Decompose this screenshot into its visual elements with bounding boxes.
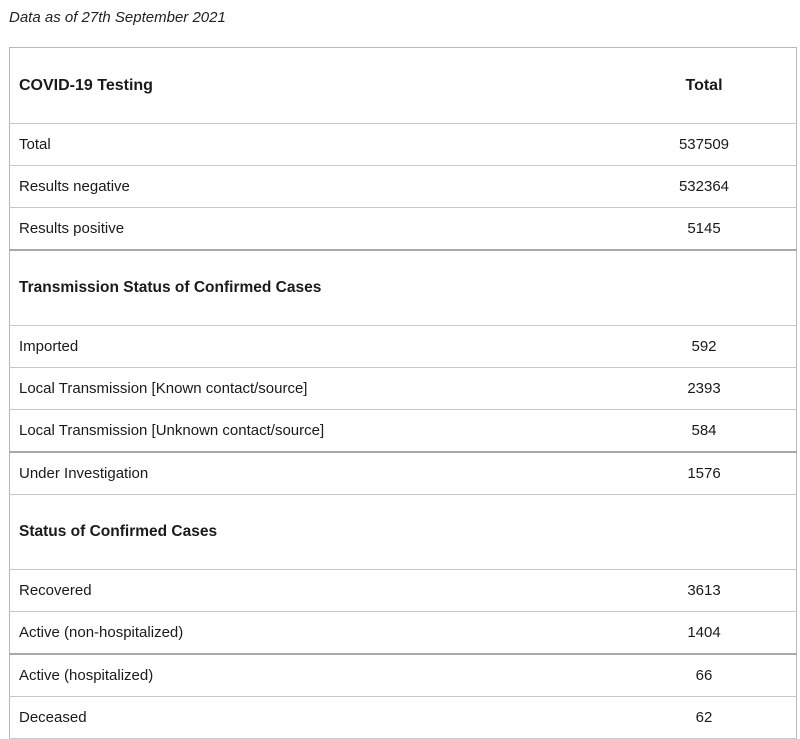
row-value: 66 (615, 654, 797, 697)
row-label: Deceased (9, 696, 615, 739)
table-row: Active (non-hospitalized) 1404 (9, 611, 797, 655)
row-label: Under Investigation (9, 452, 615, 495)
row-value: 592 (615, 325, 797, 368)
table-row: Deceased 62 (9, 696, 797, 739)
header-total: Total (615, 47, 797, 124)
table-row: Results positive 5145 (9, 207, 797, 251)
table-row: Total 537509 (9, 123, 797, 166)
section-title-status: Status of Confirmed Cases (9, 494, 615, 570)
row-value: 3613 (615, 569, 797, 612)
table-row: Active (hospitalized) 66 (9, 654, 797, 697)
section-title-transmission: Transmission Status of Confirmed Cases (9, 250, 615, 326)
row-value: 537509 (615, 123, 797, 166)
table-row: Local Transmission [Known contact/source… (9, 367, 797, 410)
section-header-row: Status of Confirmed Cases (9, 494, 797, 570)
row-value: 2393 (615, 367, 797, 410)
row-label: Active (hospitalized) (9, 654, 615, 697)
row-label: Results negative (9, 165, 615, 208)
row-value: 532364 (615, 165, 797, 208)
table-row: Imported 592 (9, 325, 797, 368)
row-label: Local Transmission [Unknown contact/sour… (9, 409, 615, 453)
row-value: 5145 (615, 207, 797, 251)
row-label: Local Transmission [Known contact/source… (9, 367, 615, 410)
table-row: Local Transmission [Unknown contact/sour… (9, 409, 797, 453)
row-label: Total (9, 123, 615, 166)
row-value: 584 (615, 409, 797, 453)
row-value: 62 (615, 696, 797, 739)
row-label: Results positive (9, 207, 615, 251)
row-value: 1576 (615, 452, 797, 495)
row-value: 1404 (615, 611, 797, 655)
table-row: Under Investigation 1576 (9, 452, 797, 495)
row-label: Active (non-hospitalized) (9, 611, 615, 655)
row-label: Imported (9, 325, 615, 368)
data-date-caption: Data as of 27th September 2021 (9, 9, 226, 26)
table-header-row: COVID-19 Testing Total (9, 47, 797, 124)
table-row: Results negative 532364 (9, 165, 797, 208)
header-label: COVID-19 Testing (9, 47, 615, 124)
row-label: Recovered (9, 569, 615, 612)
table-row: Recovered 3613 (9, 569, 797, 612)
section-header-row: Transmission Status of Confirmed Cases (9, 250, 797, 326)
covid-stats-table: COVID-19 Testing Total Total 537509 Resu… (9, 47, 797, 739)
